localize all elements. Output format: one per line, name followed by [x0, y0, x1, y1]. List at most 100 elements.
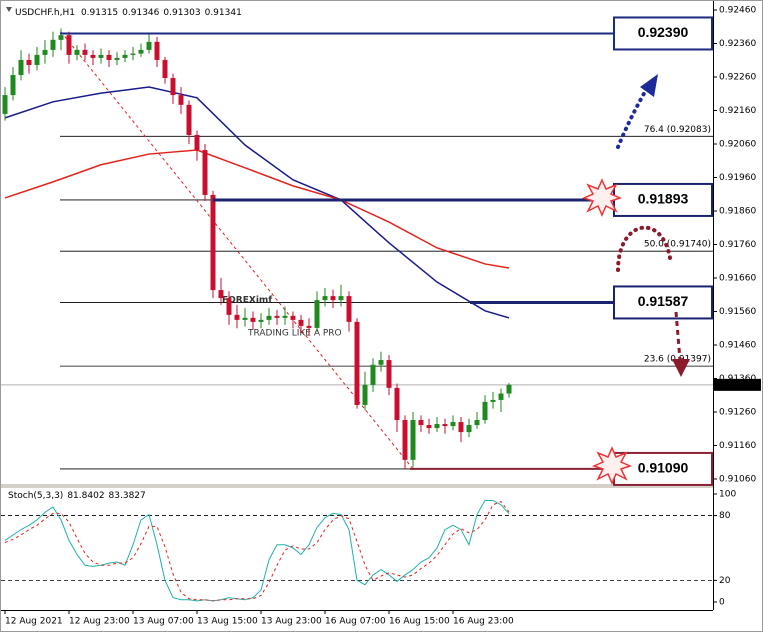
- candle-body: [282, 315, 288, 318]
- symbol-icon: [6, 7, 12, 12]
- candle-body: [170, 78, 176, 96]
- y-tick-label: 0.91460: [719, 340, 756, 350]
- x-tick-label: 13 Aug 07:00: [133, 617, 194, 627]
- main-value: 81.8402: [67, 491, 104, 501]
- x-tick-label: 12 Aug 23:00: [69, 617, 130, 627]
- y-tick-label: 0.92060: [719, 140, 756, 150]
- x-tick-label: 16 Aug 15:00: [389, 617, 450, 627]
- price-tag: [714, 378, 761, 391]
- y-tick-label: 0.92360: [719, 39, 756, 49]
- y-tick-label: 20: [719, 576, 731, 586]
- candle-body: [498, 393, 504, 400]
- candle-body: [410, 420, 416, 460]
- candle-body: [162, 59, 168, 79]
- y-tick-label: 0.92260: [719, 73, 756, 83]
- candle-body: [330, 296, 336, 301]
- level-box: [613, 451, 713, 486]
- candle-body: [442, 424, 448, 427]
- candle-body: [130, 53, 136, 55]
- red-arrowhead: [672, 359, 690, 377]
- candle-body: [506, 384, 512, 394]
- candle-body: [74, 49, 80, 55]
- stoch-header: Stoch(5,3,3) 81.8402 83.3827: [8, 491, 146, 501]
- y-tick-label: 0.91160: [719, 441, 756, 451]
- open: 0.91315: [81, 8, 118, 18]
- y-tick-label: 0.91260: [719, 407, 756, 417]
- candle-body: [466, 425, 472, 433]
- candle-body: [274, 315, 280, 318]
- candle-body: [58, 35, 64, 40]
- candle-body: [146, 41, 152, 50]
- level-box: [613, 16, 713, 51]
- candle-body: [490, 399, 496, 402]
- y-tick-label: 0.91060: [719, 474, 756, 484]
- candle-body: [34, 54, 40, 65]
- indicator-name: Stoch(5,3,3): [8, 491, 63, 501]
- candle-body: [378, 360, 384, 365]
- x-tick-label: 16 Aug 07:00: [325, 617, 386, 627]
- y-tick-label: 0.92460: [719, 6, 756, 16]
- candle-body: [418, 420, 424, 426]
- candle-body: [138, 49, 144, 54]
- candle-body: [258, 319, 264, 322]
- y-tick-label: 0.91960: [719, 173, 756, 183]
- burst: [581, 178, 623, 217]
- y-tick-label: 80: [719, 511, 731, 521]
- candle-body: [298, 319, 304, 326]
- red-arrow: [674, 311, 682, 361]
- candle-body: [106, 54, 112, 60]
- burst: [591, 446, 633, 485]
- low: 0.91303: [163, 8, 200, 18]
- candle-body: [250, 317, 256, 322]
- high: 0.91346: [122, 8, 159, 18]
- series-layer: [2, 28, 512, 602]
- y-tick-label: 0.91760: [719, 240, 756, 250]
- symbol: USDCHF.h,H1: [15, 8, 75, 18]
- moving-average: [4, 149, 510, 269]
- level-label: 0.91090: [638, 460, 689, 476]
- fib-label: 50.0 (0.91740): [644, 240, 711, 250]
- candle-body: [114, 57, 120, 60]
- candle-body: [370, 364, 376, 385]
- candle-body: [26, 59, 32, 65]
- candle-body: [386, 360, 392, 388]
- candle-body: [10, 75, 16, 96]
- candle-body: [226, 298, 232, 315]
- blue-arrow: [616, 88, 648, 149]
- panel-separator: [1, 484, 713, 488]
- candle-body: [186, 104, 192, 135]
- candle-body: [338, 296, 344, 301]
- candle-body: [346, 296, 352, 322]
- candle-body: [242, 317, 248, 320]
- level-label: 0.91587: [638, 293, 689, 309]
- watermark-tagline: TRADING LIKE A PRO: [247, 329, 342, 339]
- x-tick-label: 16 Aug 23:00: [453, 617, 514, 627]
- candle-body: [82, 49, 88, 55]
- candle-body: [482, 401, 488, 421]
- candle-body: [426, 425, 432, 429]
- stoch-line: [4, 500, 510, 602]
- y-tick-label: 0.91560: [719, 307, 756, 317]
- candle-body: [394, 387, 400, 421]
- blue-arrowhead: [640, 74, 658, 97]
- candle-body: [178, 95, 184, 105]
- candle-body: [474, 420, 480, 426]
- candle-body: [18, 59, 24, 76]
- y-tick-label: 0.91660: [719, 273, 756, 283]
- moving-average: [4, 86, 510, 319]
- candle-body: [2, 95, 8, 114]
- level-box: [613, 182, 713, 217]
- candle-body: [290, 315, 296, 320]
- annotation-layer: 0.92460 0.92360 0.92260 0.92160 0.92060 0.919…: [4, 6, 761, 627]
- price-tag-label: 0.91341: [718, 380, 755, 390]
- fib-label: 76.4 (0.92083): [644, 125, 711, 135]
- stoch-line: [4, 499, 510, 602]
- level-label: 0.91893: [638, 191, 689, 207]
- candle-body: [434, 424, 440, 429]
- candle-body: [122, 54, 128, 58]
- candle-body: [458, 422, 464, 433]
- candle-body: [98, 54, 104, 58]
- y-tick-label: 0: [719, 597, 725, 607]
- candle-body: [42, 49, 48, 55]
